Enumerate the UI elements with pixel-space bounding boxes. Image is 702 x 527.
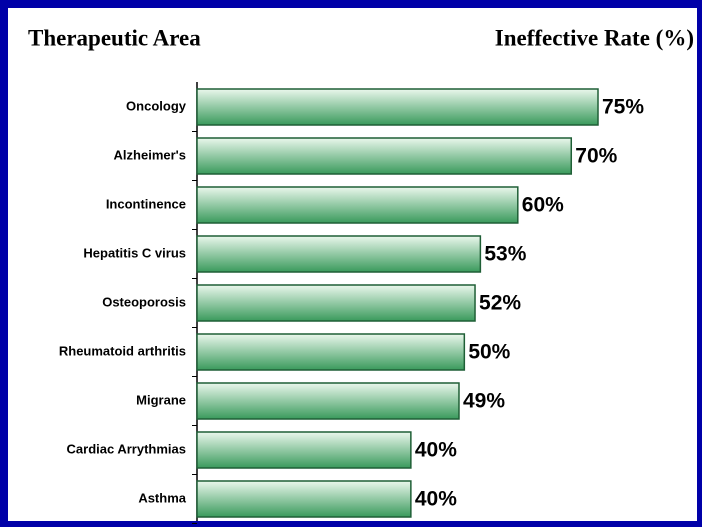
bar — [196, 235, 482, 273]
bar — [196, 480, 412, 518]
bar — [196, 186, 519, 224]
category-label: Migrane — [136, 392, 186, 407]
value-label: 75% — [602, 96, 644, 119]
category-label: Alzheimer's — [114, 147, 186, 162]
category-label: Cardiac Arrythmias — [67, 441, 186, 456]
category-label: Rheumatoid arthritis — [59, 343, 186, 358]
value-label: 70% — [575, 145, 617, 168]
bar — [196, 137, 573, 175]
category-label: Oncology — [126, 98, 187, 113]
value-label: 52% — [479, 292, 521, 315]
value-label: 40% — [415, 439, 457, 462]
header-left: Therapeutic Area — [28, 25, 201, 50]
category-label: Hepatitis C virus — [83, 245, 186, 260]
bar — [196, 284, 476, 322]
bar — [196, 382, 460, 420]
bar — [196, 431, 412, 469]
value-label: 49% — [463, 390, 505, 413]
category-label: Asthma — [138, 490, 186, 505]
value-label: 53% — [484, 243, 526, 266]
value-label: 60% — [522, 194, 564, 217]
value-label: 50% — [468, 341, 510, 364]
category-label: Osteoporosis — [102, 294, 186, 309]
category-label: Incontinence — [106, 196, 186, 211]
bar — [196, 88, 599, 126]
header-right: Ineffective Rate (%) — [495, 25, 694, 50]
value-label: 40% — [415, 488, 457, 511]
bar — [196, 333, 466, 371]
